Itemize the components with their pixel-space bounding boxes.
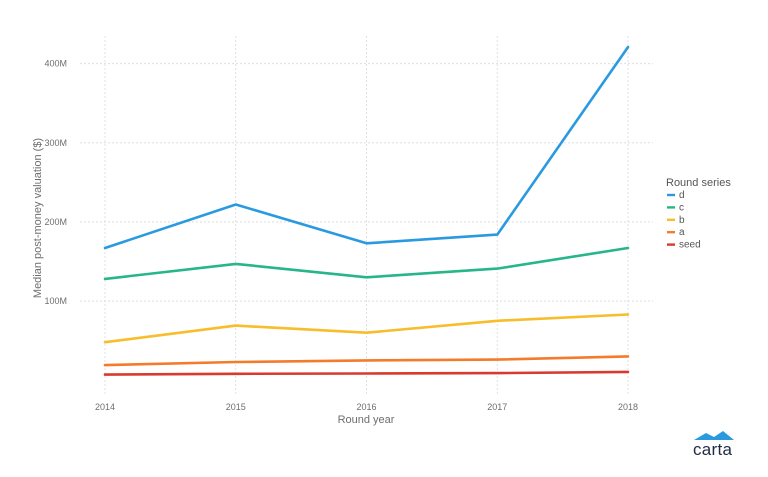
y-tick-label: 200M <box>44 217 67 227</box>
logo-mark-icon <box>694 431 734 440</box>
series-line-b <box>103 313 630 344</box>
x-tick-label: 2014 <box>95 402 115 412</box>
series-line-seed <box>103 370 630 376</box>
legend-title: Round series <box>666 177 731 189</box>
series-line-c <box>103 246 630 281</box>
x-tick-label: 2018 <box>618 402 638 412</box>
y-tick-label: 100M <box>44 296 67 306</box>
x-tick-label: 2015 <box>226 402 246 412</box>
legend-label-d: d <box>679 190 685 201</box>
x-axis-title: Round year <box>338 414 395 426</box>
y-tick-label: 400M <box>44 59 67 69</box>
legend-label-seed: seed <box>679 240 701 251</box>
x-tick-label: 2017 <box>487 402 507 412</box>
series-line-d <box>103 45 630 250</box>
y-tick-label: 300M <box>44 138 67 148</box>
legend-label-a: a <box>679 227 685 238</box>
carta-logo <box>694 431 734 440</box>
legend-label-c: c <box>679 202 684 213</box>
grid <box>80 36 653 396</box>
x-tick-label: 2016 <box>356 402 376 412</box>
brand-name: carta <box>693 440 733 459</box>
series-lines <box>103 45 630 376</box>
axis-ticks: 2014 2015 2016 2017 2018 100M 200M 300M 400M <box>44 59 638 412</box>
legend-label-b: b <box>679 215 685 226</box>
y-axis-title: Median post-money valuation ($) <box>32 138 44 298</box>
series-line-a <box>103 355 630 367</box>
